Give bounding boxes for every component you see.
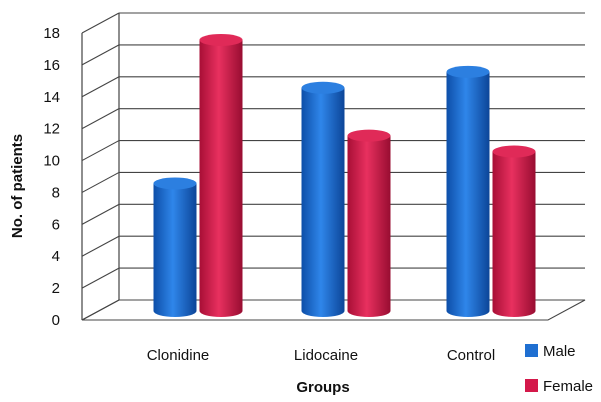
bar-male-clonidine (153, 177, 197, 317)
chart-floor (81, 299, 586, 321)
y-tick-label: 18 (43, 25, 60, 42)
legend-label-female: Female (543, 378, 593, 395)
bar-top (347, 129, 391, 142)
gridline-diagonal (81, 203, 120, 225)
x-axis-title: Groups (296, 379, 349, 396)
gridline-diagonal (81, 140, 120, 162)
y-tick-label: 12 (43, 121, 60, 138)
y-axis-title: No. of patients (9, 134, 26, 238)
bar-male-control (446, 65, 490, 317)
x-category-label: Control (447, 347, 495, 364)
bar-top (153, 177, 197, 190)
bar-body (347, 135, 391, 317)
y-tick-labels: 0 2 4 6 8 10 12 14 16 18 (43, 25, 60, 329)
bar-body (446, 71, 490, 317)
legend: Male Female (525, 343, 593, 395)
y-tick-label: 0 (52, 312, 60, 329)
bars (153, 33, 536, 318)
legend-swatch-male (525, 344, 538, 357)
gridline-diagonal (81, 267, 120, 289)
x-category-label: Lidocaine (294, 347, 358, 364)
bar-top (446, 65, 490, 78)
bar-male-lidocaine (301, 81, 345, 318)
y-tick-label: 6 (52, 216, 60, 233)
legend-swatch-female (525, 379, 538, 392)
y-tick-label: 14 (43, 89, 60, 106)
gridline-diagonal (81, 12, 120, 34)
bar-female-control (492, 145, 536, 317)
bar-female-clonidine (199, 33, 243, 317)
bar-body (153, 183, 197, 317)
gridline-diagonal (81, 76, 120, 98)
y-tick-label: 10 (43, 153, 60, 170)
x-category-label: Clonidine (147, 347, 210, 364)
gridline-diagonal (81, 108, 120, 130)
category-labels: Clonidine Lidocaine Control (147, 347, 495, 364)
gridline-diagonal (81, 171, 120, 193)
bar-top (301, 81, 345, 94)
y-tick-label: 8 (52, 184, 60, 201)
legend-label-male: Male (543, 343, 576, 360)
bar-body (492, 151, 536, 317)
bar-body (199, 39, 243, 317)
gridline-diagonal (81, 44, 120, 66)
gridline-diagonal (81, 235, 120, 257)
y-tick-label: 2 (52, 280, 60, 297)
y-tick-label: 4 (52, 248, 60, 265)
y-tick-label: 16 (43, 57, 60, 74)
bar-top (199, 33, 243, 46)
bar-female-lidocaine (347, 129, 391, 317)
bar-body (301, 87, 345, 318)
bar-top (492, 145, 536, 158)
